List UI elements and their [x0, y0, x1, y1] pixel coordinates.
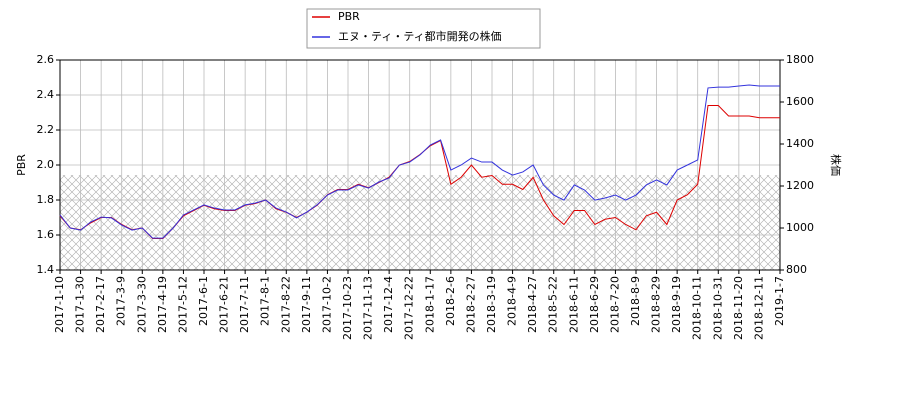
plot-frame	[59, 59, 781, 271]
x-tick-label: 2017-9-11	[300, 276, 313, 333]
x-tick-label: 2017-12-4	[382, 276, 395, 333]
x-tick-label: 2017-6-21	[218, 276, 231, 333]
x-tick-label: 2017-1-30	[74, 276, 87, 333]
series-line	[59, 84, 780, 239]
x-tick-label: 2018-6-29	[588, 276, 601, 333]
y2-axis-label: 株価	[829, 154, 843, 176]
hatched-band	[60, 175, 780, 270]
x-tick-label: 2018-5-22	[547, 276, 560, 333]
x-tick-label: 2017-2-17	[94, 276, 107, 333]
x-tick-label: 2018-4-27	[526, 276, 539, 333]
x-tick-label: 2018-9-19	[670, 276, 683, 333]
x-tick-label: 2018-4-9	[506, 276, 519, 326]
legend-label: エヌ・ティ・ティ都市開発の株価	[338, 29, 502, 43]
x-tick-label: 2018-10-31	[711, 276, 724, 340]
x-tick-label: 2018-1-17	[423, 276, 436, 333]
x-tick-label: 2018-10-11	[691, 276, 704, 340]
legend	[306, 8, 541, 49]
y-tick-label: 2.6	[37, 53, 55, 66]
x-tick-label: 2017-10-23	[341, 276, 354, 340]
x-tick-label: 2018-3-19	[485, 276, 498, 333]
y-tick-label: 2.2	[37, 123, 55, 136]
x-tick-label: 2017-1-10	[53, 276, 66, 333]
y-axis-label: PBR	[15, 154, 28, 176]
x-tick-label: 2018-8-9	[629, 276, 642, 326]
y-tick-label: 1.4	[37, 263, 55, 276]
y-tick-label: 2.0	[37, 158, 55, 171]
x-tick-label: 2017-4-19	[156, 276, 169, 333]
x-tick-label: 2018-8-29	[650, 276, 663, 333]
y2-tick-label: 1600	[786, 95, 814, 108]
y-tick-label: 1.6	[37, 228, 55, 241]
x-tick-label: 2018-11-20	[732, 276, 745, 340]
x-tick-label: 2017-12-22	[403, 276, 416, 340]
x-tick-label: 2018-2-27	[464, 276, 477, 333]
x-tick-label: 2018-2-6	[444, 276, 457, 326]
y2-tick-label: 1800	[786, 53, 814, 66]
y-tick-label: 1.8	[37, 193, 55, 206]
y2-tick-label: 1200	[786, 179, 814, 192]
x-tick-label: 2017-11-13	[362, 276, 375, 340]
y2-tick-label: 1000	[786, 221, 814, 234]
x-tick-label: 2018-6-11	[567, 276, 580, 333]
x-tick-label: 2017-5-12	[176, 276, 189, 333]
x-tick-label: 2017-8-22	[279, 276, 292, 333]
x-tick-label: 2018-7-20	[608, 276, 621, 333]
x-tick-label: 2017-6-1	[197, 276, 210, 326]
x-tick-label: 2018-12-11	[752, 276, 765, 340]
legend-label: PBR	[338, 10, 360, 23]
x-tick-label: 2017-10-2	[320, 276, 333, 333]
x-tick-label: 2017-3-30	[135, 276, 148, 333]
y2-tick-label: 800	[786, 263, 807, 276]
x-tick-label: 2017-7-11	[238, 276, 251, 333]
x-tick-label: 2017-3-9	[115, 276, 128, 326]
x-tick-label: 2017-8-1	[259, 276, 272, 326]
x-tick-label: 2019-1-7	[773, 276, 786, 326]
y2-tick-label: 1400	[786, 137, 814, 150]
y-tick-label: 2.4	[37, 88, 55, 101]
